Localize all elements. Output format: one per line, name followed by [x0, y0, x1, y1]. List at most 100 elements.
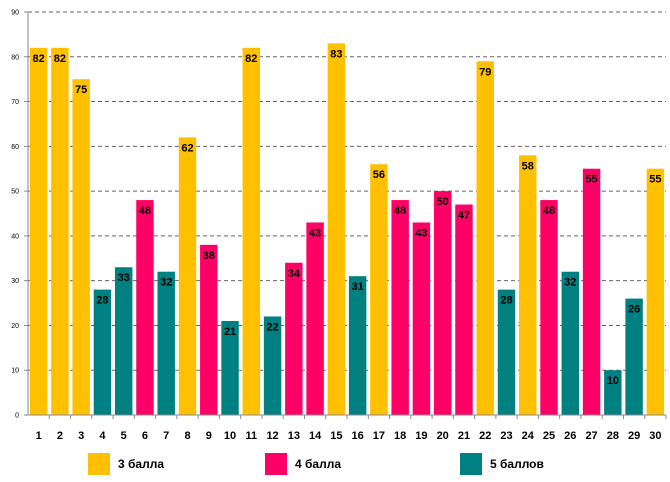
bar-26 — [561, 271, 580, 415]
x-tick-label: 29 — [628, 430, 640, 442]
legend-item-4: 4 балла — [265, 452, 341, 476]
legend-swatch-3 — [88, 453, 110, 475]
data-label-13: 34 — [288, 268, 301, 280]
x-tick-label: 17 — [373, 430, 385, 442]
bar-11 — [242, 47, 261, 415]
bar-23 — [497, 289, 516, 415]
data-label-22: 79 — [479, 66, 491, 78]
data-label-11: 82 — [245, 53, 257, 65]
bar-27 — [582, 168, 601, 415]
x-tick-label: 21 — [458, 430, 470, 442]
y-tick-label: 60 — [11, 144, 19, 151]
y-axis: 0 10 20 30 40 50 60 70 80 90 — [11, 10, 29, 420]
legend-label-3: 3 балла — [118, 457, 165, 471]
x-tick-label: 7 — [163, 430, 169, 442]
data-label-21: 47 — [458, 210, 470, 222]
bar-10 — [221, 320, 239, 415]
x-tick-label: 18 — [394, 430, 406, 442]
bar-4 — [93, 289, 112, 415]
bar-12 — [263, 316, 282, 415]
data-label-26: 32 — [564, 277, 576, 289]
legend-label-4: 4 балла — [295, 457, 342, 471]
bar-17 — [370, 164, 388, 415]
x-tick-label: 28 — [607, 430, 619, 442]
bar-28 — [604, 370, 622, 415]
bar-3 — [72, 79, 90, 416]
y-tick-label: 10 — [11, 368, 19, 375]
legend-item-3: 3 балла — [88, 452, 164, 476]
bar-16 — [348, 276, 367, 415]
x-tick-label: 27 — [585, 430, 597, 442]
data-label-14: 43 — [309, 227, 321, 239]
data-label-24: 58 — [522, 160, 534, 172]
x-axis: 1 2 3 4 5 6 7 8 9 10 11 12 13 14 15 16 17 18 19 20 21 22 23 24 2… — [28, 414, 667, 442]
y-tick-label: 40 — [11, 233, 19, 240]
data-label-16: 31 — [352, 281, 364, 293]
x-tick-label: 22 — [479, 430, 491, 442]
data-label-3: 75 — [75, 84, 87, 96]
y-tick-label: 20 — [11, 323, 19, 330]
x-tick-label: 13 — [288, 430, 300, 442]
data-label-1: 82 — [33, 53, 45, 65]
x-tick-label: 1 — [36, 430, 42, 442]
data-label-29: 26 — [628, 304, 640, 316]
data-label-5: 33 — [118, 272, 130, 284]
x-tick-label: 30 — [649, 430, 661, 442]
data-label-28: 10 — [607, 375, 619, 387]
data-label-15: 83 — [330, 48, 342, 60]
legend-swatch-5 — [460, 453, 482, 475]
x-tick-label: 19 — [415, 430, 427, 442]
x-tick-label: 16 — [352, 430, 364, 442]
data-label-30: 55 — [649, 174, 661, 186]
data-label-20: 50 — [437, 196, 449, 208]
x-tick-label: 24 — [522, 430, 535, 442]
x-tick-label: 23 — [500, 430, 512, 442]
x-tick-label: 6 — [142, 430, 148, 442]
data-label-27: 55 — [585, 174, 597, 186]
data-label-18: 48 — [394, 205, 406, 217]
data-label-9: 38 — [203, 250, 215, 262]
data-label-19: 43 — [415, 227, 427, 239]
data-label-23: 28 — [500, 295, 512, 307]
bar-15 — [327, 43, 346, 415]
bar-19 — [412, 222, 431, 415]
bar-30 — [646, 168, 665, 415]
bar-14 — [306, 222, 324, 415]
x-tick-label: 11 — [245, 430, 257, 442]
bar-29 — [625, 298, 643, 415]
bar-6 — [136, 200, 154, 415]
legend-item-5: 5 баллов — [460, 452, 544, 476]
data-label-2: 82 — [54, 53, 66, 65]
x-tick-label: 20 — [437, 430, 449, 442]
x-tick-label: 10 — [224, 430, 236, 442]
bar-1 — [29, 47, 48, 415]
data-label-10: 21 — [224, 326, 236, 338]
x-tick-label: 9 — [206, 430, 212, 442]
y-tick-label: 30 — [11, 278, 19, 285]
bar-13 — [285, 262, 303, 415]
x-tick-label: 14 — [309, 430, 322, 442]
legend-label-5: 5 баллов — [490, 457, 544, 471]
x-tick-label: 25 — [543, 430, 555, 442]
bar-8 — [178, 137, 197, 415]
bar-21 — [455, 204, 473, 415]
bar-9 — [200, 244, 218, 415]
x-tick-label: 2 — [57, 430, 63, 442]
bar-18 — [391, 200, 409, 415]
data-label-25: 48 — [543, 205, 555, 217]
y-tick-label: 50 — [11, 189, 19, 196]
bar-25 — [540, 200, 558, 415]
y-tick-label: 70 — [11, 99, 19, 106]
y-tick-label: 80 — [11, 54, 19, 61]
gridlines — [28, 11, 666, 371]
bar-7 — [157, 271, 175, 415]
x-tick-label: 3 — [78, 430, 84, 442]
bar-24 — [519, 155, 537, 416]
bar-5 — [114, 267, 133, 415]
data-label-17: 56 — [373, 169, 385, 181]
x-tick-label: 15 — [330, 430, 342, 442]
y-tick-label: 0 — [15, 413, 19, 420]
x-tick-label: 8 — [184, 430, 190, 442]
bars: 82 82 75 28 33 48 32 62 38 21 82 22 34 43 83 31 56 48 43 50… — [29, 43, 665, 416]
